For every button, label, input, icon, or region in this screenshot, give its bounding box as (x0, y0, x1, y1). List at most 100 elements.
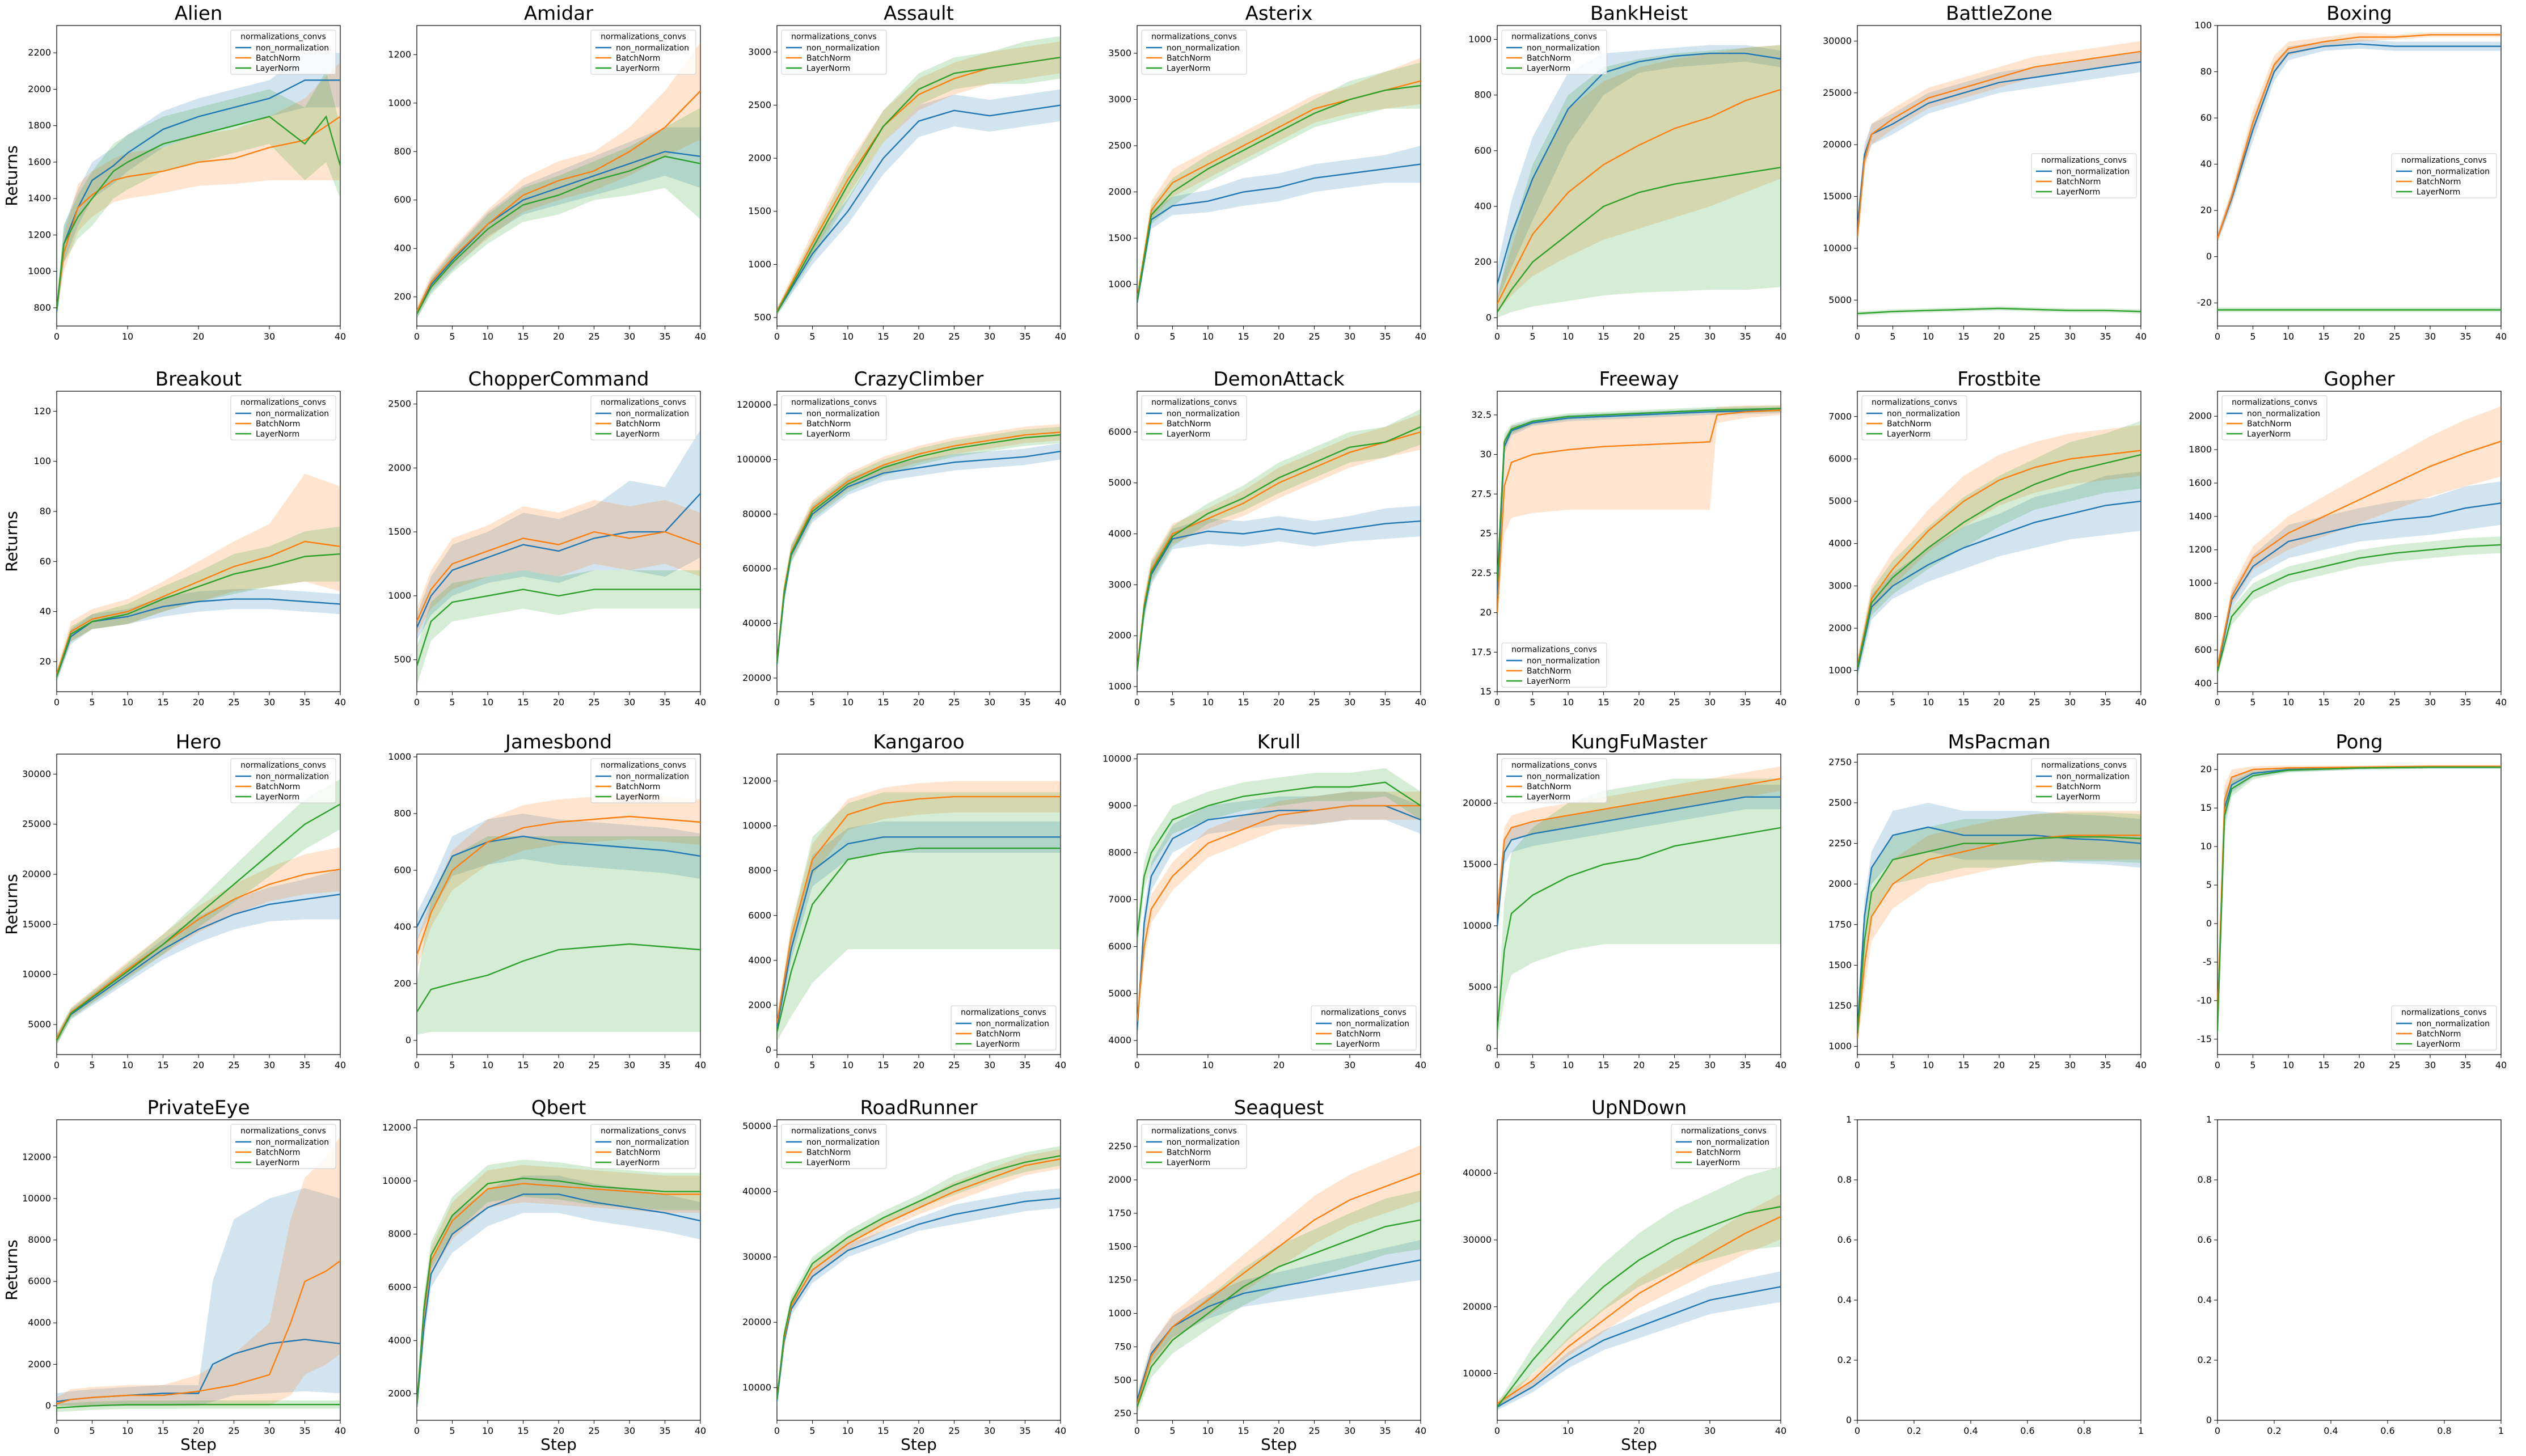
subplot-title: CrazyClimber (854, 368, 984, 391)
x-tick-label: 0.8 (2077, 1425, 2091, 1436)
x-tick-label: 20 (1633, 1060, 1645, 1070)
confidence-band-layernorm (1857, 421, 2141, 677)
subplot-alien: Alien 0 10 20 30 40 800 1000 1200 1400 1600 1800 200… (28, 2, 346, 342)
series-line-layernorm (1497, 167, 1781, 313)
confidence-band-non-normalization (2217, 765, 2501, 1032)
y-tick-label: 1000 (1468, 34, 1492, 45)
x-tick-label: 10 (1562, 331, 1574, 342)
x-tick-label: 0 (1855, 697, 1860, 708)
axes-frame (2217, 1119, 2502, 1421)
x-tick-label: 10 (842, 1060, 854, 1070)
x-tick-label: 20 (193, 1425, 204, 1436)
legend-title: normalizations_convs (601, 398, 686, 407)
y-tick-label: 25000 (22, 819, 51, 829)
x-tick-label: 15 (877, 1425, 889, 1436)
legend-entry-non-normalization: non_normalization (976, 1019, 1049, 1028)
y-tick-label: 2000 (388, 1388, 411, 1399)
confidence-band-batchnorm (2217, 765, 2501, 1024)
legend-entry-batchnorm: BatchNorm (1527, 782, 1571, 792)
x-tick-label: 0 (54, 331, 60, 342)
y-axis-label: Returns (2, 1239, 21, 1301)
legend-entry-non-normalization: non_normalization (2417, 167, 2490, 176)
y-tick-label: 0 (1486, 312, 1492, 323)
x-tick-label: 35 (2460, 331, 2471, 342)
series-line-non-normalization (417, 1193, 700, 1407)
subplot-kungfumaster: KungFuMaster 0 5 10 15 20 25 30 35 40 0 5000 10000 15… (1463, 731, 1786, 1070)
x-tick-label: 10 (1562, 1425, 1574, 1436)
x-tick-label: 20 (1993, 697, 2005, 708)
x-tick-label: 30 (2064, 1060, 2076, 1070)
y-tick-label: 600 (2194, 644, 2212, 655)
y-tick-label: 0 (2206, 251, 2212, 262)
series-line-layernorm (777, 847, 1061, 1032)
x-tick-label: 30 (2424, 331, 2436, 342)
x-tick-label: 0 (414, 1060, 420, 1070)
y-tick-label: 20 (2200, 205, 2212, 215)
x-tick-label: 0 (1855, 1060, 1860, 1070)
x-axis-label: Step (1621, 1435, 1657, 1454)
series-line-batchnorm (1497, 1216, 1781, 1404)
legend-title: normalizations_convs (1151, 32, 1237, 41)
subplot-title: Breakout (155, 368, 242, 391)
x-tick-label: 10 (1202, 1425, 1214, 1436)
y-tick-label: 1000 (388, 751, 411, 762)
x-tick-label: 0 (1134, 331, 1140, 342)
x-tick-label: 10 (1562, 1060, 1574, 1070)
x-axis-label: Step (901, 1435, 937, 1454)
x-tick-label: 15 (1598, 331, 1609, 342)
y-tick-label: 6000 (1108, 426, 1131, 437)
y-tick-label: 6000 (1828, 453, 1852, 464)
subplot-choppercommand: ChopperCommand 0 5 10 15 20 25 30 35 40 500 1000 150… (388, 368, 706, 708)
subplot-title: Jamesbond (504, 731, 612, 754)
y-tick-label: 0 (766, 1044, 771, 1055)
y-tick-label: 2000 (388, 462, 411, 473)
legend-entry-batchnorm: BatchNorm (976, 1030, 1020, 1039)
confidence-band-non-normalization (417, 814, 700, 941)
x-tick-label: 0 (54, 1425, 60, 1436)
subplot-title: PrivateEye (147, 1097, 250, 1119)
x-tick-label: 30 (984, 1060, 995, 1070)
x-tick-label: 20 (1633, 697, 1645, 708)
x-tick-label: 40 (695, 1425, 706, 1436)
legend-title: normalizations_convs (240, 32, 326, 41)
x-tick-label: 0 (2215, 1060, 2220, 1070)
legend-entry-non-normalization: non_normalization (1527, 772, 1600, 781)
confidence-band-batchnorm (1857, 41, 2141, 248)
legend-entry-non-normalization: non_normalization (806, 1138, 880, 1147)
x-tick-label: 20 (553, 331, 564, 342)
x-tick-label: 10 (1923, 1060, 1934, 1070)
x-tick-label: 35 (2100, 1060, 2111, 1070)
confidence-band-layernorm (1857, 812, 2141, 1042)
y-tick-label: -15 (2197, 1034, 2212, 1044)
legend-title: normalizations_convs (1321, 1008, 1406, 1017)
confidence-band-layernorm (2217, 536, 2501, 677)
confidence-band-non-normalization (57, 53, 340, 319)
y-tick-label: 8000 (748, 865, 771, 876)
y-tick-label: 0.6 (1838, 1234, 1852, 1245)
y-tick-label: 1400 (2189, 511, 2212, 522)
legend-title: normalizations_convs (2041, 156, 2127, 165)
confidence-band-non-normalization (2217, 481, 2501, 675)
legend-box (590, 758, 696, 803)
legend-entry-layernorm: LayerNorm (256, 1158, 299, 1167)
y-tick-label: 40000 (742, 1186, 771, 1197)
y-tick-label: 5000 (1828, 294, 1852, 305)
confidence-band-layernorm (777, 792, 1061, 1042)
y-tick-label: 800 (1474, 90, 1492, 100)
legend: normalizations_convs non_normalizationBat… (781, 1124, 887, 1169)
y-tick-label: -5 (2203, 956, 2212, 967)
legend-entry-batchnorm: BatchNorm (1887, 420, 1931, 429)
y-axis-label: Returns (2, 874, 21, 935)
x-tick-label: 40 (2495, 331, 2507, 342)
series-line-layernorm (1857, 836, 2141, 1034)
x-tick-label: 10 (122, 1425, 133, 1436)
confidence-band-layernorm (57, 71, 340, 317)
y-tick-label: 15 (2200, 802, 2212, 813)
legend-entry-batchnorm: BatchNorm (2247, 420, 2291, 429)
y-tick-label: 0.2 (1838, 1355, 1852, 1365)
y-tick-label: 40000 (1463, 1167, 1492, 1178)
subplot-title: Asterix (1245, 2, 1313, 25)
legend-entry-layernorm: LayerNorm (256, 64, 299, 73)
y-tick-label: 100000 (737, 454, 771, 464)
legend-entry-batchnorm: BatchNorm (616, 782, 660, 792)
